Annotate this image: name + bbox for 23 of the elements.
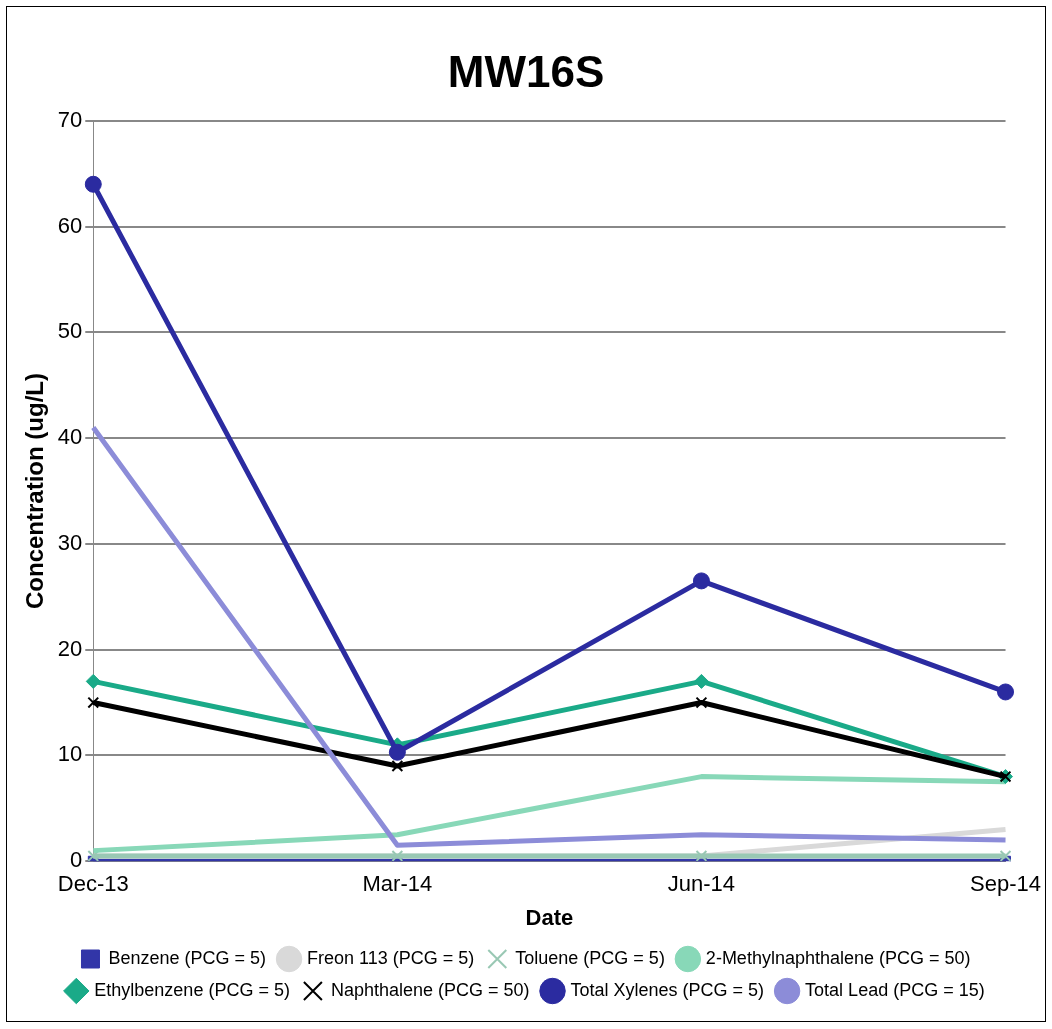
legend-label: Naphthalene (PCG = 50) — [330, 979, 530, 1000]
y-tick-label: 10 — [57, 741, 83, 767]
legend-label: Total Lead (PCG = 15) — [805, 979, 985, 1000]
y-tick-label: 20 — [57, 635, 83, 661]
chart-title: MW16S — [447, 46, 605, 96]
x-tick-label: Mar-14 — [362, 871, 433, 897]
y-tick-label: 70 — [57, 106, 83, 132]
x-tick-label: Sep-14 — [970, 871, 1042, 897]
legend-label: Benzene (PCG = 5) — [108, 947, 267, 968]
y-tick-label: 60 — [57, 212, 83, 238]
x-tick-label: Jun-14 — [667, 871, 736, 897]
y-tick-label: 0 — [70, 847, 83, 873]
x-tick-label: Dec-13 — [57, 871, 129, 897]
y-tick-label: 40 — [57, 424, 83, 450]
legend-label: Total Xylenes (PCG = 5) — [570, 979, 765, 1000]
legend-label: Toluene (PCG = 5) — [515, 947, 665, 968]
y-axis-title: Concentration (ug/L) — [21, 373, 49, 609]
x-axis-title: Date — [525, 904, 574, 930]
legend-label: Freon 113 (PCG = 5) — [307, 947, 475, 968]
y-tick-label: 50 — [57, 318, 83, 344]
legend-label: 2-Methylnaphthalene (PCG = 50) — [705, 947, 971, 968]
legend-label: Ethylbenzene (PCG = 5) — [94, 979, 290, 1000]
y-tick-label: 30 — [57, 529, 83, 555]
